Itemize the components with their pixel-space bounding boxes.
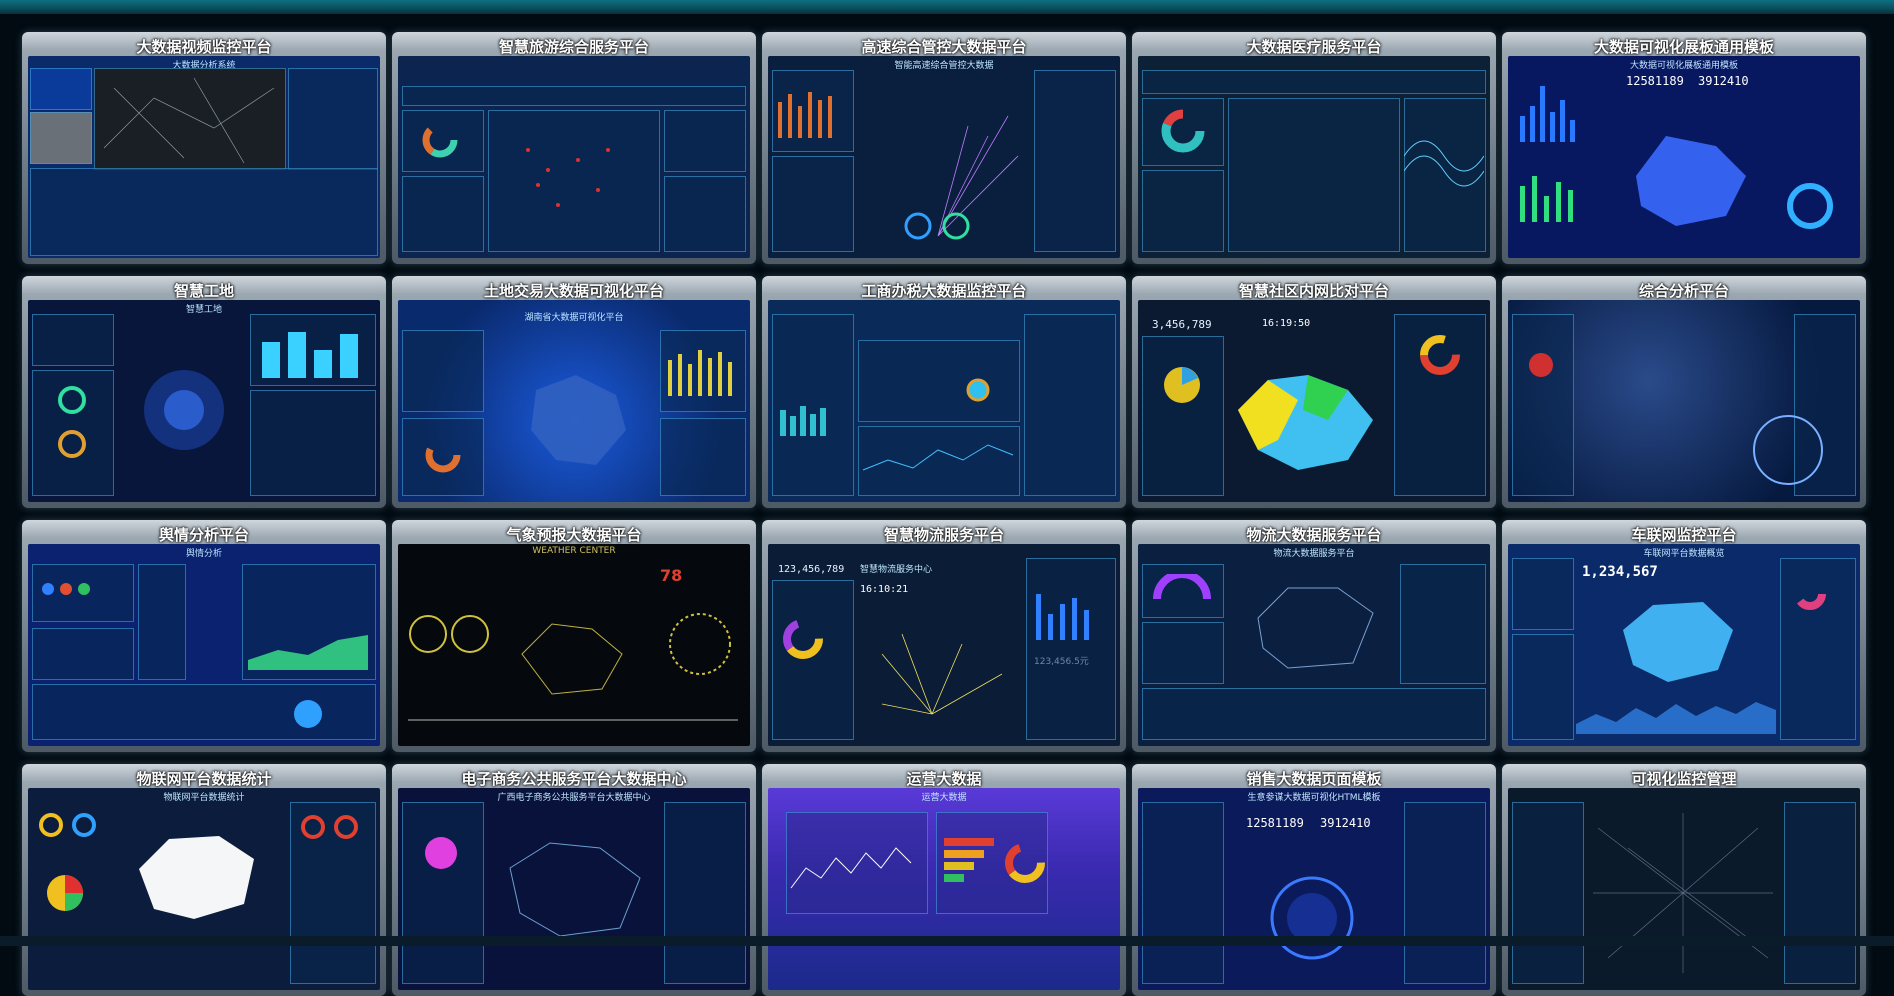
card-title: 销售大数据页面模板: [1246, 770, 1382, 788]
template-card[interactable]: 气象预报大数据平台 WEATHER CENTER 78: [392, 520, 756, 752]
clock-time: 16:19:50: [1262, 318, 1311, 329]
thumb-subtitle: 大数据分析系统: [172, 61, 236, 71]
template-card[interactable]: 智慧物流服务平台 123,456,789 智慧物流服务中心 16:10:21 1…: [762, 520, 1126, 752]
card-thumbnail: 3,456,789 16:19:50: [1138, 300, 1490, 502]
card-title: 气象预报大数据平台: [506, 526, 642, 544]
thumb-subtitle: 大数据可视化展板通用模板: [1629, 61, 1738, 71]
template-card[interactable]: 高速综合管控大数据平台 智能高速综合管控大数据: [762, 32, 1126, 264]
card-title: 电子商务公共服务平台大数据中心: [461, 770, 687, 788]
card-thumbnail: 广西电子商务公共服务平台大数据中心: [398, 788, 750, 990]
clock-time: 16:10:21: [860, 584, 909, 595]
card-thumbnail: [1508, 788, 1860, 990]
template-card[interactable]: 可视化监控管理: [1502, 764, 1866, 996]
card-thumbnail: [1508, 300, 1860, 502]
template-card[interactable]: 土地交易大数据可视化平台 湖南省大数据可视化平台: [392, 276, 756, 508]
card-thumbnail: [1138, 56, 1490, 258]
card-thumbnail: WEATHER CENTER 78: [398, 544, 750, 746]
template-card[interactable]: 物流大数据服务平台 物流大数据服务平台: [1132, 520, 1496, 752]
card-thumbnail: 123,456,789 智慧物流服务中心 16:10:21 123,456.5元: [768, 544, 1120, 746]
card-title: 土地交易大数据可视化平台: [483, 282, 664, 300]
card-title: 智慧社区内网比对平台: [1238, 282, 1389, 300]
card-thumbnail: 车联网平台数据概览 1,234,567: [1508, 544, 1860, 746]
template-card[interactable]: 智慧旅游综合服务平台: [392, 32, 756, 264]
thumb-subtitle: 智慧物流服务中心: [860, 565, 933, 575]
card-title: 大数据可视化展板通用模板: [1593, 38, 1774, 56]
card-thumbnail: 物流大数据服务平台: [1138, 544, 1490, 746]
card-title: 物流大数据服务平台: [1246, 526, 1382, 544]
card-title: 综合分析平台: [1638, 282, 1729, 300]
thumb-subtitle: 车联网平台数据概览: [1643, 549, 1725, 559]
template-card[interactable]: 物联网平台数据统计 物联网平台数据统计: [22, 764, 386, 996]
card-title: 智慧旅游综合服务平台: [498, 38, 649, 56]
template-card[interactable]: 销售大数据页面模板 生意参谋大数据可视化HTML模板 12581189 3912…: [1132, 764, 1496, 996]
template-card[interactable]: 工商办税大数据监控平台: [762, 276, 1126, 508]
counter-right: 3912410: [1698, 74, 1749, 88]
card-title: 舆情分析平台: [158, 526, 249, 544]
card-title: 车联网监控平台: [1631, 526, 1737, 544]
card-thumbnail: [398, 56, 750, 258]
thumb-subtitle: WEATHER CENTER: [532, 546, 616, 556]
order-counter: 123,456,789: [778, 564, 845, 575]
resident-counter: 3,456,789: [1152, 318, 1212, 331]
vehicle-counter: 1,234,567: [1582, 564, 1658, 580]
template-card[interactable]: 智慧工地 智慧工地: [22, 276, 386, 508]
template-card[interactable]: 大数据视频监控平台 大数据分析系统: [22, 32, 386, 264]
card-title: 运营大数据: [906, 770, 982, 788]
temperature-readout: 78: [660, 566, 683, 585]
template-card[interactable]: 舆情分析平台 舆情分析: [22, 520, 386, 752]
card-thumbnail: 生意参谋大数据可视化HTML模板 12581189 3912410: [1138, 788, 1490, 990]
card-thumbnail: 湖南省大数据可视化平台: [398, 300, 750, 502]
template-card[interactable]: 综合分析平台: [1502, 276, 1866, 508]
template-card[interactable]: 电子商务公共服务平台大数据中心 广西电子商务公共服务平台大数据中心: [392, 764, 756, 996]
thumb-subtitle: 广西电子商务公共服务平台大数据中心: [497, 793, 651, 803]
thumb-subtitle: 湖南省大数据可视化平台: [524, 313, 624, 323]
bottom-strip: [0, 936, 1894, 946]
counter-right: 3912410: [1320, 816, 1371, 830]
thumb-subtitle: 物流大数据服务平台: [1273, 549, 1355, 559]
card-title: 智慧物流服务平台: [883, 526, 1004, 544]
thumb-subtitle: 智慧工地: [185, 305, 222, 315]
card-title: 高速综合管控大数据平台: [861, 38, 1027, 56]
card-thumbnail: 大数据可视化展板通用模板 12581189 3912410: [1508, 56, 1860, 258]
thumb-subtitle: 舆情分析: [185, 549, 222, 559]
card-title: 可视化监控管理: [1631, 770, 1737, 788]
template-card[interactable]: 智慧社区内网比对平台 3,456,789 16:19:50: [1132, 276, 1496, 508]
template-card[interactable]: 运营大数据 运营大数据: [762, 764, 1126, 996]
template-gallery-grid: 大数据视频监控平台 大数据分析系统 智慧旅游综合服务平台 高速综合管控大数据平台…: [22, 32, 1882, 996]
card-thumbnail: 大数据分析系统: [28, 56, 380, 258]
counter-left: 12581189: [1246, 816, 1304, 830]
card-title: 大数据医疗服务平台: [1246, 38, 1382, 56]
counter-left: 12581189: [1626, 74, 1684, 88]
thumb-subtitle: 运营大数据: [921, 793, 967, 803]
card-thumbnail: [768, 300, 1120, 502]
thumb-subtitle: 生意参谋大数据可视化HTML模板: [1247, 793, 1381, 803]
template-card[interactable]: 大数据医疗服务平台: [1132, 32, 1496, 264]
card-title: 工商办税大数据监控平台: [861, 282, 1027, 300]
card-thumbnail: 物联网平台数据统计: [28, 788, 380, 990]
card-title: 大数据视频监控平台: [136, 38, 272, 56]
card-thumbnail: 舆情分析: [28, 544, 380, 746]
card-thumbnail: 智慧工地: [28, 300, 380, 502]
thumb-subtitle: 物联网平台数据统计: [163, 793, 245, 803]
card-thumbnail: 智能高速综合管控大数据: [768, 56, 1120, 258]
card-title: 智慧工地: [173, 282, 234, 300]
template-card[interactable]: 大数据可视化展板通用模板 大数据可视化展板通用模板 12581189 39124…: [1502, 32, 1866, 264]
card-title: 物联网平台数据统计: [136, 770, 272, 788]
card-thumbnail: 运营大数据: [768, 788, 1120, 990]
top-banner: [0, 0, 1894, 14]
template-card[interactable]: 车联网监控平台 车联网平台数据概览 1,234,567: [1502, 520, 1866, 752]
thumb-subtitle: 智能高速综合管控大数据: [894, 61, 994, 71]
